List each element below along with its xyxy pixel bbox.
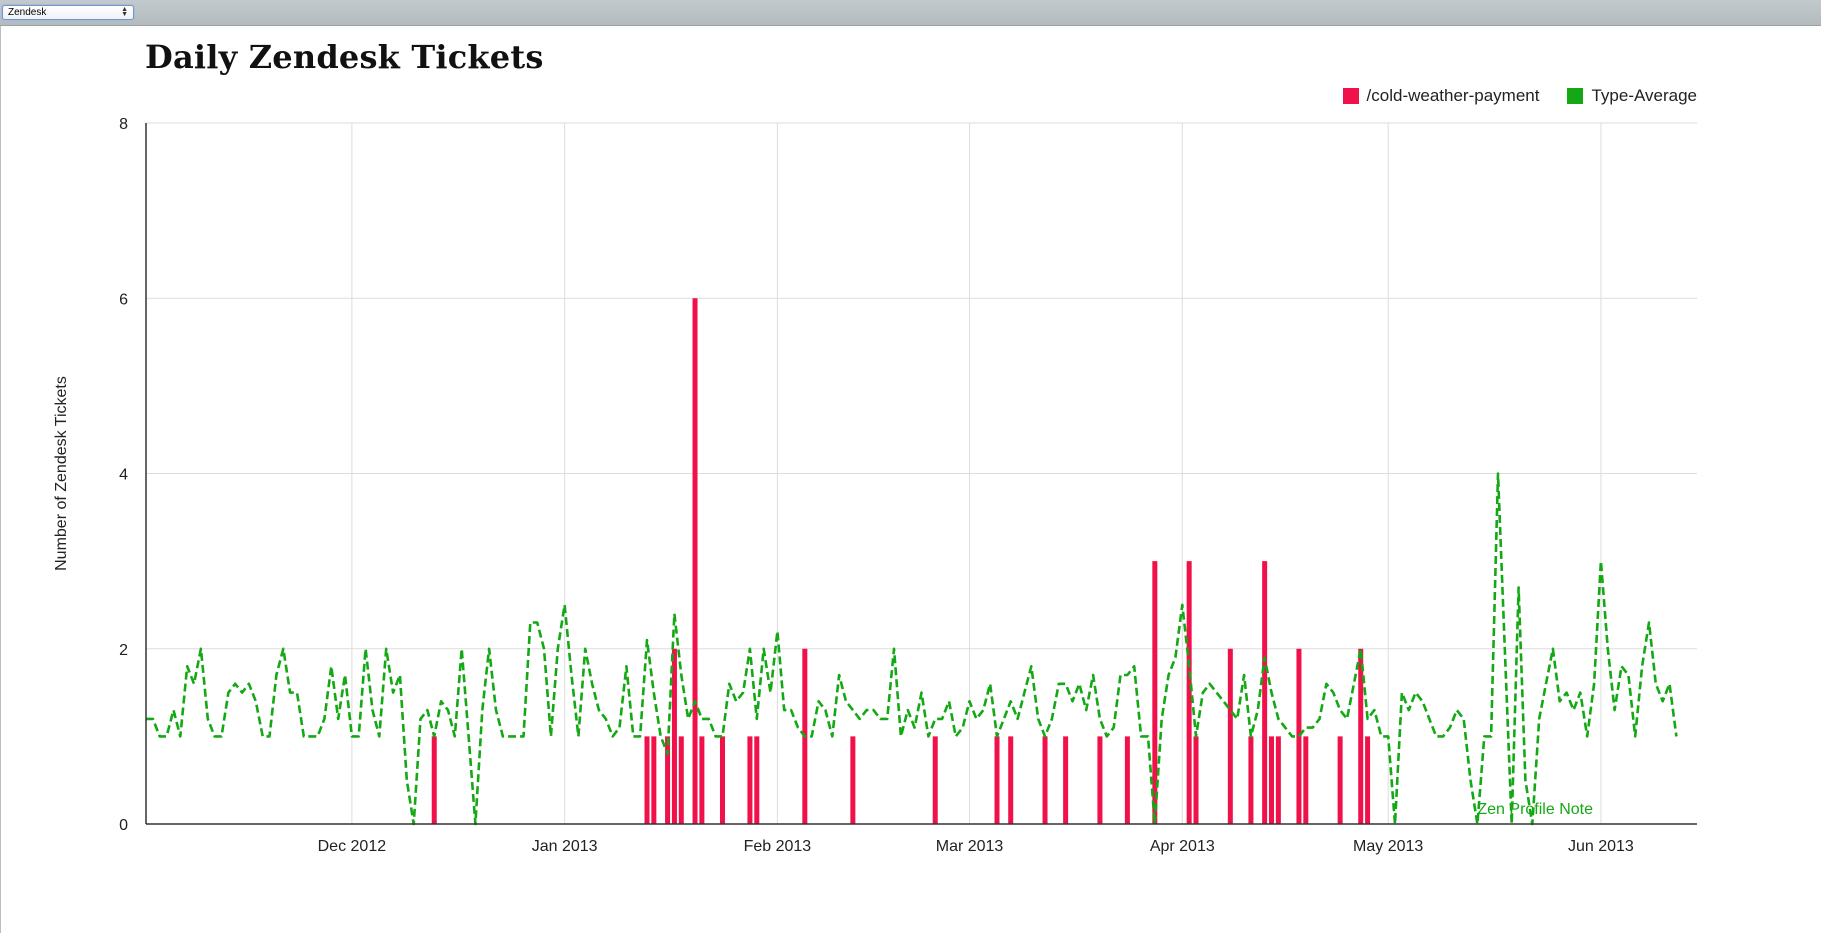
bar	[1365, 736, 1371, 824]
legend-label-series-1: /cold-weather-payment	[1366, 86, 1540, 105]
bar	[1248, 736, 1254, 824]
select-arrows-icon: ▲ ▼	[121, 6, 128, 18]
legend-item-series-2[interactable]: Type-Average	[1567, 86, 1697, 106]
bar	[754, 736, 760, 824]
series-line	[146, 472, 1678, 826]
bar	[665, 736, 671, 824]
x-tick-label: Jun 2013	[1568, 838, 1634, 855]
bar	[1124, 736, 1130, 824]
chart-legend: /cold-weather-payment Type-Average	[1342, 86, 1697, 106]
annotation-label: Zen Profile Note	[1477, 801, 1593, 818]
chart-labels: 0 2 4 6 8 Dec 2012 Jan 2013 Feb 2013 Mar 2013 Apr…	[53, 116, 1634, 855]
bar	[850, 736, 856, 824]
x-tick-label: Feb 2013	[744, 838, 812, 855]
source-select-value: Zendesk	[8, 7, 47, 18]
bar	[994, 736, 1000, 824]
bar	[1152, 561, 1158, 824]
bar	[932, 736, 938, 824]
content-frame	[0, 26, 1821, 933]
bar	[678, 736, 684, 824]
bar	[1042, 736, 1048, 824]
bar	[1193, 736, 1199, 824]
bar	[671, 648, 677, 824]
average-line	[146, 472, 1678, 826]
bar	[1186, 561, 1192, 824]
legend-swatch-series-1	[1342, 88, 1359, 104]
y-tick-label: 2	[119, 642, 128, 659]
y-tick-label: 8	[119, 116, 128, 133]
bar	[644, 736, 650, 824]
y-tick-label: 4	[119, 467, 128, 484]
bar	[1337, 736, 1343, 824]
bar	[431, 736, 437, 824]
bar	[651, 736, 657, 824]
y-tick-label: 0	[119, 817, 128, 834]
bar	[1296, 648, 1302, 824]
x-tick-label: Apr 2013	[1150, 838, 1215, 855]
bar	[747, 736, 753, 824]
x-tick-label: May 2013	[1353, 838, 1423, 855]
source-select[interactable]: Zendesk ▲ ▼	[2, 5, 134, 20]
bar	[1303, 736, 1309, 824]
legend-item-series-1[interactable]: /cold-weather-payment	[1342, 86, 1540, 106]
bar	[1097, 736, 1103, 824]
bar	[1063, 736, 1069, 824]
bar	[719, 736, 725, 824]
bar	[1262, 561, 1268, 824]
chart-axes	[145, 123, 1697, 825]
bar	[692, 298, 698, 824]
x-tick-label: Jan 2013	[532, 838, 598, 855]
y-axis-title: Number of Zendesk Tickets	[53, 376, 70, 571]
x-tick-label: Dec 2012	[318, 838, 387, 855]
x-tick-label: Mar 2013	[936, 838, 1004, 855]
series-bars	[431, 298, 1371, 824]
bar	[1275, 736, 1281, 824]
chart-title: Daily Zendesk Tickets	[145, 38, 544, 76]
legend-swatch-series-2	[1567, 88, 1584, 104]
chart-grid	[146, 122, 1697, 824]
bar	[699, 736, 705, 824]
bar	[1008, 736, 1014, 824]
bar	[1269, 736, 1275, 824]
legend-label-series-2: Type-Average	[1591, 86, 1697, 105]
bar	[1358, 648, 1364, 824]
top-toolbar: Zendesk ▲ ▼	[0, 0, 1821, 26]
y-tick-label: 6	[119, 291, 128, 308]
bar	[1227, 648, 1233, 824]
